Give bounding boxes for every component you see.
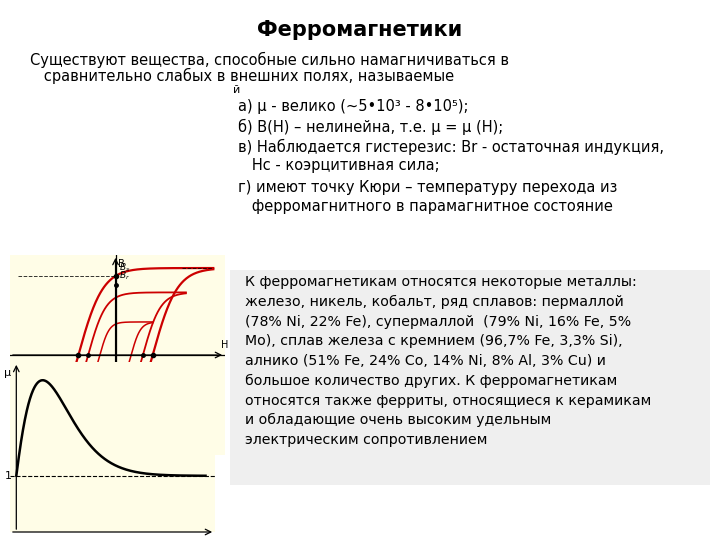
Text: й: й xyxy=(233,85,240,95)
Text: 1: 1 xyxy=(4,471,12,481)
Text: $-B_s$: $-B_s$ xyxy=(120,436,138,448)
Text: $-B_r$: $-B_r$ xyxy=(120,428,138,440)
Text: $B_s$: $B_s$ xyxy=(120,262,131,274)
Text: ферромагнитного в парамагнитное состояние: ферромагнитного в парамагнитное состояни… xyxy=(238,199,613,214)
Text: $B_r$: $B_r$ xyxy=(120,270,130,282)
Text: H: H xyxy=(221,340,228,350)
Text: Существуют вещества, способные сильно намагничиваться в: Существуют вещества, способные сильно на… xyxy=(30,52,509,68)
Text: К ферромагнетикам относятся некоторые металлы:
железо, никель, кобальт, ряд спла: К ферромагнетикам относятся некоторые ме… xyxy=(245,275,652,447)
Text: $-B_H$: $-B_H$ xyxy=(59,362,76,374)
Text: б) B(H) – нелинейна, т.е. μ = μ (H);: б) B(H) – нелинейна, т.е. μ = μ (H); xyxy=(238,119,503,135)
Text: B: B xyxy=(119,259,125,269)
Text: а) μ - велико (~5•10³ - 8•10⁵);: а) μ - велико (~5•10³ - 8•10⁵); xyxy=(238,99,469,114)
Text: г) имеют точку Кюри – температуру перехода из: г) имеют точку Кюри – температуру перехо… xyxy=(238,180,617,195)
Text: $B_H$: $B_H$ xyxy=(150,362,162,374)
Text: в) Наблюдается гистерезис: Br - остаточная индукция,: в) Наблюдается гистерезис: Br - остаточн… xyxy=(238,139,664,155)
Text: Ферромагнетики: Ферромагнетики xyxy=(257,20,463,40)
Text: $-B_s$: $-B_s$ xyxy=(13,362,30,374)
Text: Hc - коэрцитивная сила;: Hc - коэрцитивная сила; xyxy=(238,158,440,173)
Text: μ: μ xyxy=(4,368,12,378)
Text: $B_н$: $B_н$ xyxy=(186,362,197,374)
Bar xyxy=(230,270,710,485)
Text: сравнительно слабых в внешних полях, называемые: сравнительно слабых в внешних полях, наз… xyxy=(30,68,454,84)
